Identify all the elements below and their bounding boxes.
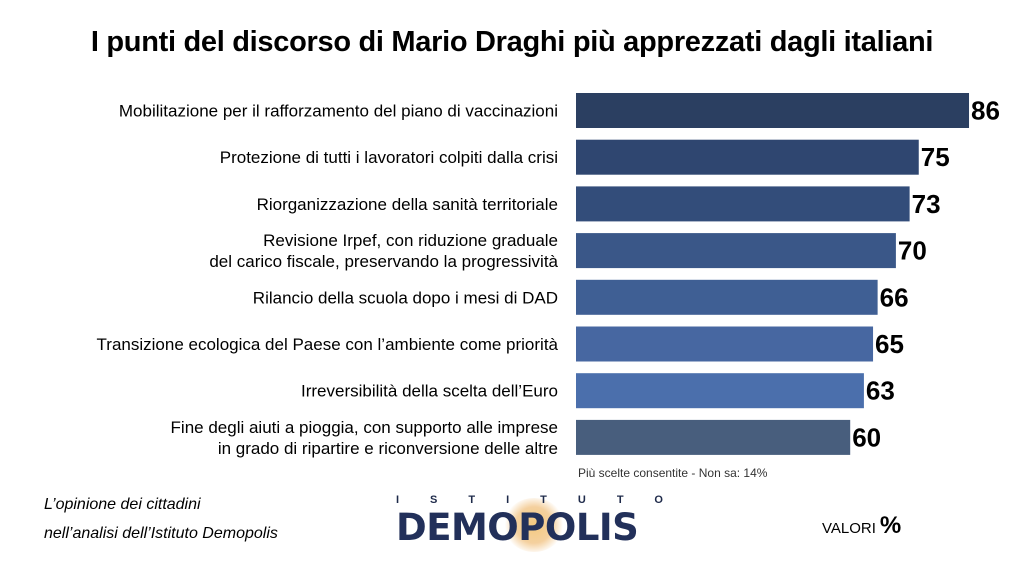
bar-value-label: 63: [866, 376, 895, 406]
bar-5: [576, 279, 878, 315]
bar-3: [576, 186, 910, 222]
bar-6: [576, 326, 874, 362]
percent-symbol: %: [879, 512, 902, 539]
category-label: Protezione di tutti i lavoratori colpiti…: [220, 148, 558, 167]
category-label: Transizione ecologica del Paese con l’am…: [97, 335, 559, 354]
category-label: Mobilitazione per il rafforzamento del p…: [119, 102, 558, 121]
bar-value-label: 75: [921, 142, 950, 172]
category-label: Irreversibilità della scelta dell’Euro: [301, 382, 558, 401]
caption-line-2: nell’analisi dell’Istituto Demopolis: [44, 525, 278, 542]
bar-7: [576, 373, 864, 409]
bar-value-label: 70: [898, 236, 927, 266]
bar-1: [576, 93, 970, 128]
demopolis-logo: ISTITUTO DEMOPOLIS: [396, 494, 706, 554]
valori-text: VALORI: [822, 520, 876, 537]
bar-4: [576, 233, 896, 269]
bar-value-label: 65: [875, 329, 904, 359]
caption: L’opinione dei cittadini nell’analisi de…: [44, 490, 278, 548]
category-label: Revisione Irpef, con riduzione graduale: [263, 231, 558, 250]
bar-2: [576, 139, 919, 175]
bar-value-label: 60: [852, 422, 881, 452]
values-unit-label: VALORI%: [822, 512, 901, 540]
bar-value-label: 86: [971, 96, 1000, 126]
category-label: Rilancio della scuola dopo i mesi di DAD: [253, 288, 558, 307]
logo-main-text: DEMOPOLIS: [396, 506, 639, 549]
bar-chart: 86 Mobilitazione per il rafforzamento del…: [97, 93, 1000, 458]
bar-value-label: 73: [912, 189, 941, 219]
category-label: del carico fiscale, preservando la progr…: [209, 252, 558, 271]
logo-top-text: ISTITUTO: [396, 494, 694, 506]
category-label: in grado di ripartire e riconversione de…: [218, 439, 558, 458]
category-label: Fine degli aiuti a pioggia, con supporto…: [171, 418, 558, 437]
bar-8: [576, 419, 851, 455]
category-label: Riorganizzazione della sanità territoria…: [257, 195, 558, 214]
logo-glow: [504, 498, 564, 552]
caption-line-1: L’opinione dei cittadini: [44, 496, 201, 513]
chart-title: I punti del discorso di Mario Draghi più…: [90, 26, 934, 58]
chart-note: Più scelte consentite - Non sa: 14%: [578, 466, 768, 480]
bar-value-label: 66: [880, 282, 909, 312]
